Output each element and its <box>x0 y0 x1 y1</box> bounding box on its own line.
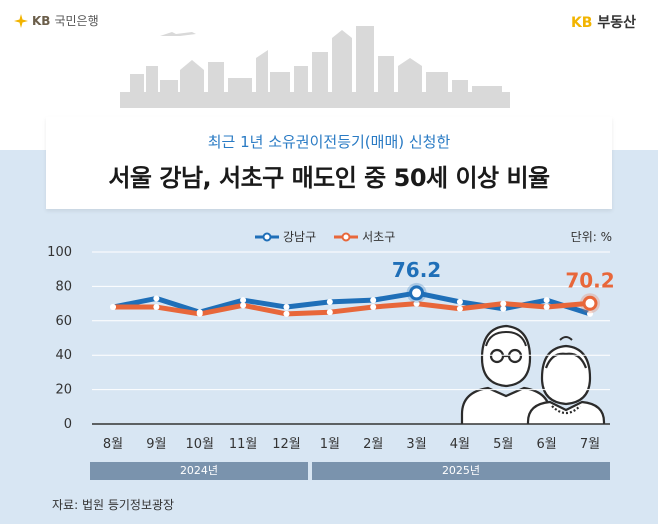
elderly-couple-illustration <box>460 324 606 424</box>
point-seocho-4 <box>240 302 247 309</box>
unit-label: 단위: % <box>570 230 612 244</box>
series-line-gangnam <box>110 290 593 317</box>
point-seocho-8 <box>413 300 420 307</box>
x-tick-label-6: 1월 <box>320 437 340 452</box>
kb-realestate-logo: KB 부동산 <box>571 12 636 32</box>
highlight-point-1 <box>409 285 425 301</box>
data-label-2: 70.2 <box>565 268 614 292</box>
series-line-seocho <box>110 300 593 317</box>
x-tick-label-12: 7월 <box>580 437 600 452</box>
source-note: 자료: 법원 등기정보광장 <box>52 498 175 512</box>
point-gangnam-9 <box>456 298 463 305</box>
point-seocho-11 <box>543 304 550 311</box>
legend-item-gangnam: 강남구 <box>255 228 316 245</box>
legend-marker-gangnam <box>255 232 279 241</box>
kb-bank-kb: KB <box>32 13 51 28</box>
x-tick-label-5: 12월 <box>272 437 301 452</box>
y-tick-label-40: 40 <box>55 348 72 363</box>
legend-label-gangnam: 강남구 <box>283 230 317 244</box>
chart-subtitle: 최근 1년 소유권이전등기(매매) 신청한 <box>207 133 451 151</box>
point-gangnam-11 <box>543 297 550 304</box>
y-tick-label-20: 20 <box>55 383 72 398</box>
point-seocho-2 <box>153 304 160 311</box>
year-bar-2024: 2024년 <box>90 462 308 480</box>
point-gangnam-12 <box>587 310 593 317</box>
point-seocho-9 <box>456 305 463 312</box>
point-gangnam-7 <box>370 297 377 304</box>
year-bar-2025: 2025년 <box>312 462 610 480</box>
kb-realestate-name: 부동산 <box>597 15 636 31</box>
x-tick-label-11: 6월 <box>537 437 557 452</box>
x-tick-label-8: 3월 <box>406 437 426 452</box>
chart-legend: 강남구 서초구 <box>255 228 395 245</box>
chart-background <box>0 150 658 524</box>
title-card: 최근 1년 소유권이전등기(매매) 신청한 서울 강남, 서초구 매도인 중 5… <box>46 117 612 209</box>
y-tick-label-100: 100 <box>47 245 72 260</box>
legend-label-seocho: 서초구 <box>362 230 396 244</box>
kb-realestate-kb: KB <box>570 15 593 31</box>
chart-title: 서울 강남, 서초구 매도인 중 50세 이상 비율 <box>108 164 550 192</box>
x-tick-label-1: 8월 <box>103 437 123 452</box>
point-gangnam-4 <box>240 297 247 304</box>
city-skyline-illustration <box>120 26 510 108</box>
kb-bank-logo: KB 국민은행 <box>14 12 99 29</box>
x-tick-label-3: 10월 <box>185 437 214 452</box>
x-tick-label-10: 5월 <box>493 437 513 452</box>
y-tick-label-60: 60 <box>55 314 72 329</box>
point-seocho-6 <box>326 309 333 316</box>
x-tick-label-7: 2월 <box>363 437 383 452</box>
point-seocho-1 <box>110 304 116 311</box>
point-gangnam-10 <box>500 305 507 312</box>
point-gangnam-2 <box>153 295 160 302</box>
point-seocho-7 <box>370 304 377 311</box>
point-seocho-10 <box>500 300 507 307</box>
kb-star-icon <box>14 13 28 28</box>
point-gangnam-6 <box>326 298 333 305</box>
legend-marker-seocho <box>334 232 359 241</box>
x-tick-label-9: 4월 <box>450 437 470 452</box>
point-gangnam-5 <box>283 304 290 311</box>
kb-bank-name: 국민은행 <box>54 14 99 28</box>
data-label-1: 76.2 <box>392 258 441 282</box>
legend-item-seocho: 서초구 <box>334 228 395 245</box>
y-tick-label-80: 80 <box>55 279 72 294</box>
y-tick-label-0: 0 <box>64 417 72 432</box>
point-seocho-5 <box>283 310 290 317</box>
x-tick-label-2: 9월 <box>146 437 166 452</box>
x-tick-label-4: 11월 <box>229 437 258 452</box>
point-seocho-3 <box>196 310 203 317</box>
highlight-point-2 <box>582 295 598 311</box>
